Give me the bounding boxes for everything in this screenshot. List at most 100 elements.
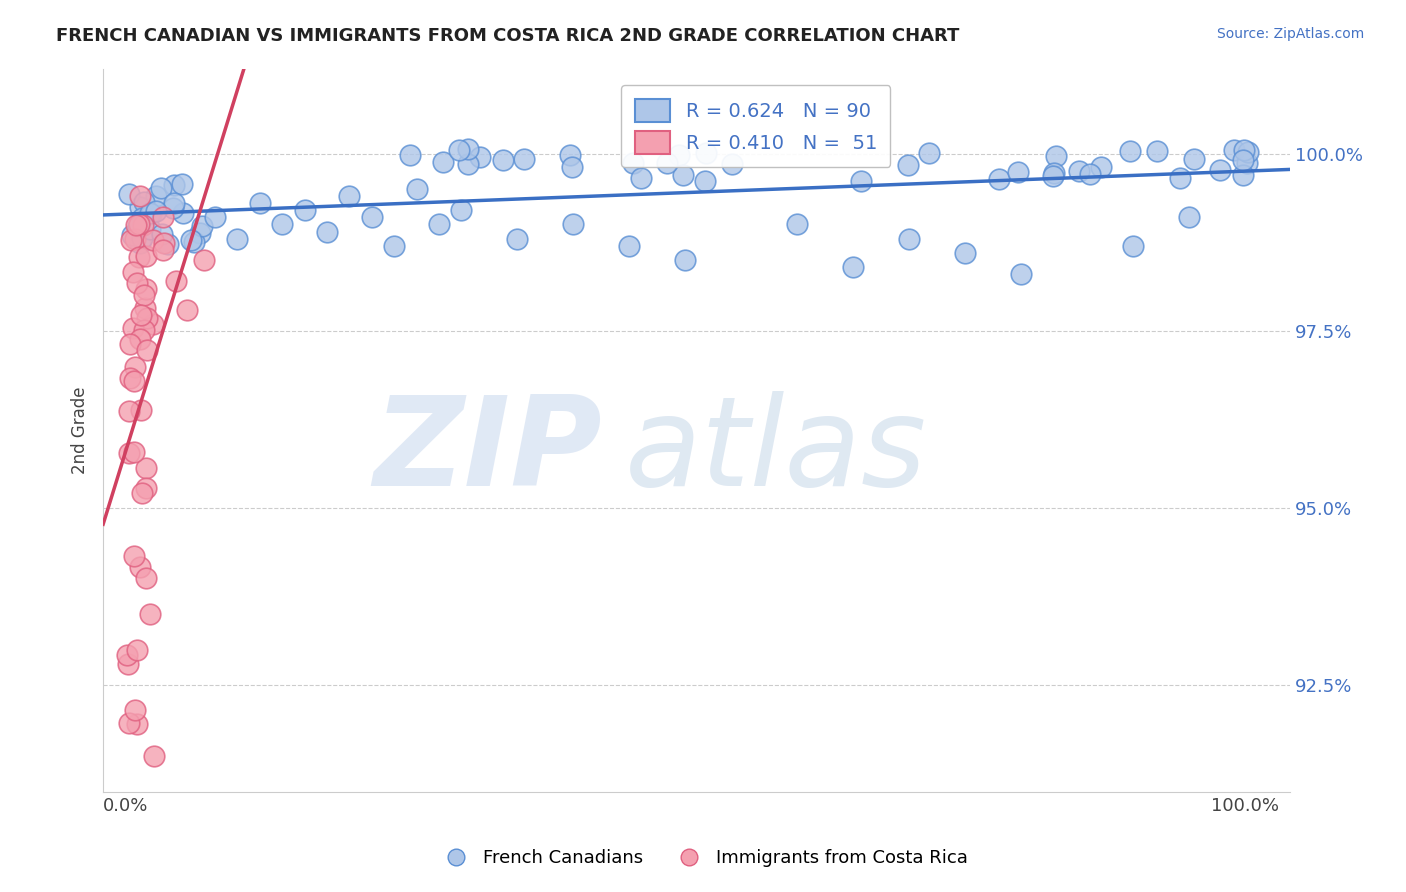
Point [204,211,226,225]
Point [139,205,162,219]
Point [842,260,865,274]
Point [1236,155,1258,169]
Point [117,657,139,671]
Point [135,481,157,495]
Point [132,195,155,210]
Point [132,287,155,301]
Point [1007,164,1029,178]
Point [190,219,212,234]
Point [173,206,195,220]
Point [122,265,145,279]
Point [118,404,141,418]
Point [513,153,536,167]
Point [405,182,427,196]
Point [132,323,155,337]
Point [149,180,172,194]
Point [918,146,941,161]
Point [193,252,215,267]
Point [988,172,1011,186]
Point [249,196,271,211]
Point [152,235,174,250]
Point [162,178,184,193]
Point [447,144,470,158]
Point [1184,153,1206,167]
Point [316,225,339,239]
Point [139,222,162,236]
Point [165,274,187,288]
Point [176,302,198,317]
Point [115,648,138,663]
Point [122,444,145,458]
Point [619,239,641,253]
Point [152,227,174,241]
Point [139,607,162,622]
Y-axis label: 2nd Grade: 2nd Grade [72,386,89,474]
Point [121,227,143,242]
Point [142,749,165,764]
Point [152,210,174,224]
Point [506,232,529,246]
Point [1043,166,1066,180]
Point [226,232,249,246]
Point [183,235,205,249]
Point [721,157,744,171]
Point [131,402,153,417]
Point [1069,163,1091,178]
Point [128,217,150,231]
Point [1233,144,1256,158]
Point [1208,163,1230,178]
Legend: R = 0.624   N = 90, R = 0.410   N =  51: R = 0.624 N = 90, R = 0.410 N = 51 [621,86,890,168]
Text: atlas: atlas [626,392,928,512]
Point [695,146,717,161]
Point [128,235,150,250]
Point [851,174,873,188]
Text: FRENCH CANADIAN VS IMMIGRANTS FROM COSTA RICA 2ND GRADE CORRELATION CHART: FRENCH CANADIAN VS IMMIGRANTS FROM COSTA… [56,27,960,45]
Point [136,310,159,325]
Point [180,233,202,247]
Point [163,196,186,211]
Point [561,161,583,175]
Point [124,703,146,717]
Point [558,148,581,162]
Point [170,177,193,191]
Point [562,218,585,232]
Point [152,243,174,257]
Point [1042,169,1064,184]
Point [621,156,644,170]
Point [122,374,145,388]
Point [630,171,652,186]
Point [655,156,678,170]
Point [134,301,156,315]
Point [427,218,450,232]
Point [1237,145,1260,159]
Point [131,486,153,500]
Point [271,218,294,232]
Text: Source: ZipAtlas.com: Source: ZipAtlas.com [1216,27,1364,41]
Point [118,187,141,202]
Point [118,715,141,730]
Point [142,318,165,332]
Point [188,226,211,240]
Legend: French Canadians, Immigrants from Costa Rica: French Canadians, Immigrants from Costa … [432,842,974,874]
Point [1122,239,1144,253]
Point [468,150,491,164]
Point [135,571,157,585]
Point [129,332,152,346]
Point [124,232,146,246]
Point [135,282,157,296]
Point [124,359,146,374]
Point [457,142,479,156]
Point [1146,144,1168,158]
Point [1232,153,1254,168]
Point [145,203,167,218]
Point [128,250,150,264]
Point [955,245,977,260]
Point [457,157,479,171]
Point [786,218,808,232]
Point [668,147,690,161]
Point [131,218,153,232]
Point [127,219,149,233]
Point [294,203,316,218]
Point [118,371,141,385]
Point [120,233,142,247]
